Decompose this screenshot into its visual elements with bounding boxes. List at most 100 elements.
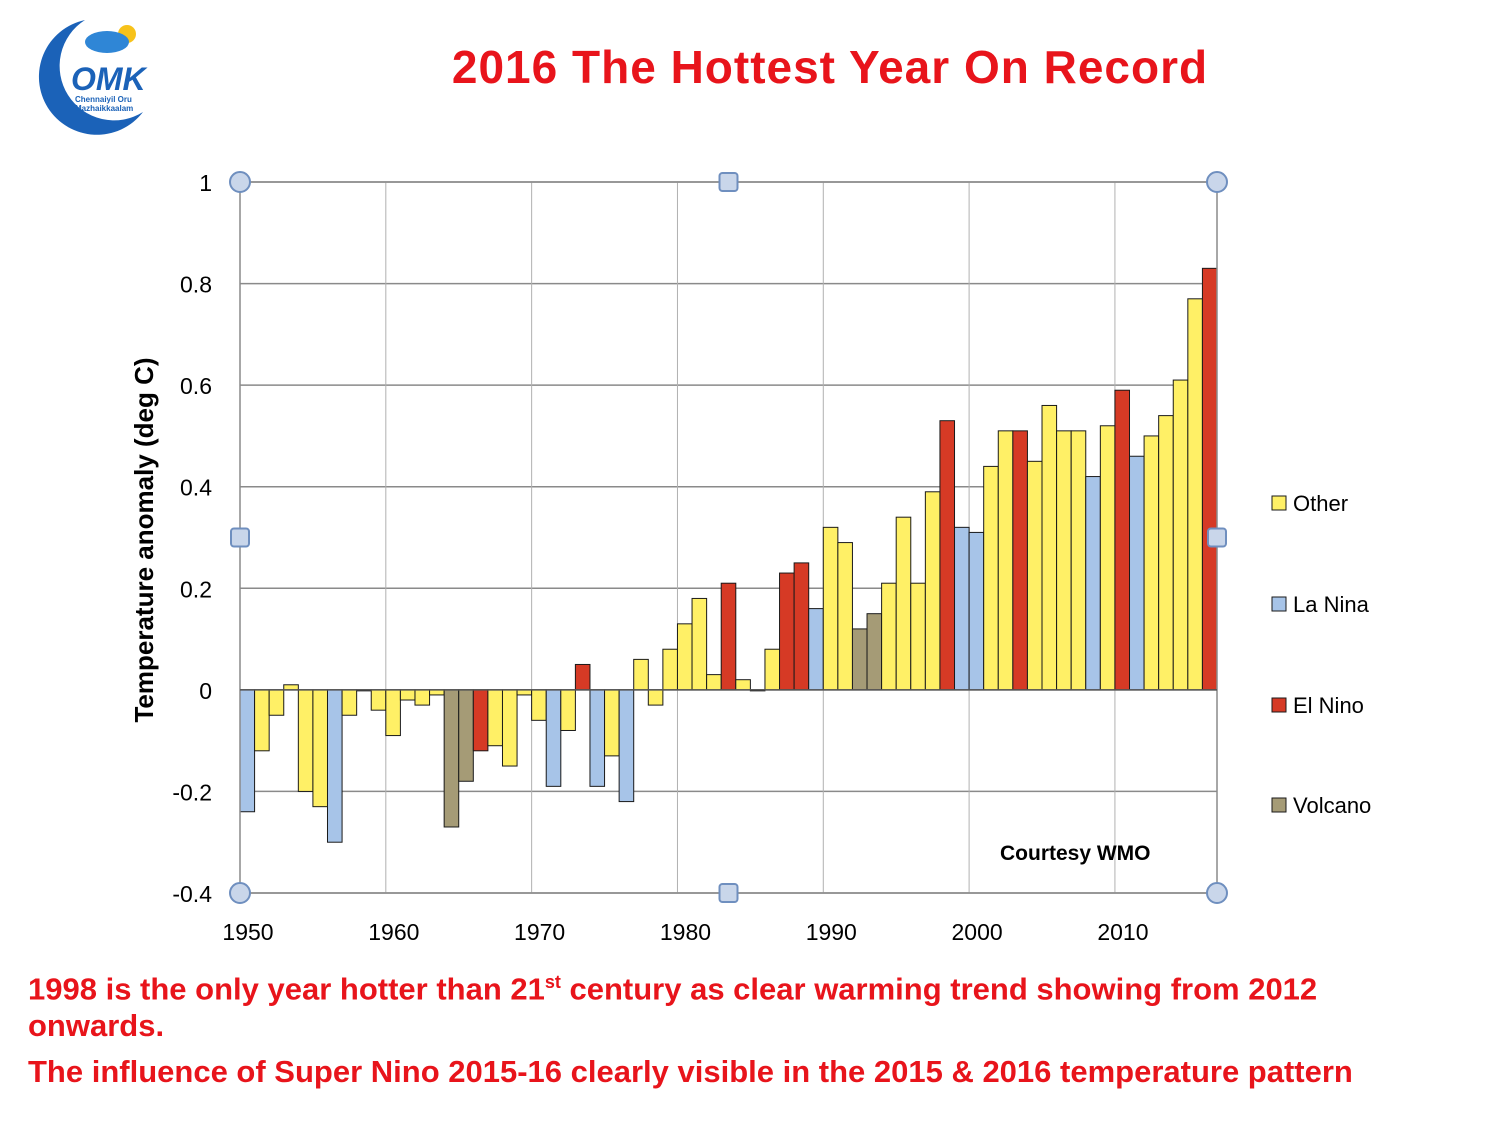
bar-2013 (1158, 415, 1174, 691)
bar-2009 (1099, 425, 1116, 691)
legend-label: El Nino (1293, 693, 1364, 718)
bar-2010 (1114, 389, 1131, 691)
bar-1966 (472, 689, 489, 752)
y-tick-label: -0.4 (172, 881, 212, 907)
x-tick-label: 1960 (368, 919, 419, 945)
legend-label: Other (1293, 491, 1348, 516)
x-tick-label: 1980 (660, 919, 711, 945)
caption-line-1-post: century as clear warming trend showing f… (560, 971, 1318, 1007)
bar-1986 (764, 648, 781, 691)
legend-swatch (1271, 797, 1287, 813)
bar-1990 (822, 526, 839, 691)
bar-2002 (997, 430, 1014, 691)
x-tick-label: 1950 (222, 919, 273, 945)
x-tick-label: 1970 (514, 919, 565, 945)
bar-1963 (429, 689, 445, 696)
corner-handle (229, 882, 251, 904)
bar-1972 (560, 689, 576, 731)
y-tick-label: 1 (199, 170, 212, 196)
bar-1950 (239, 689, 256, 813)
bar-1982 (706, 674, 722, 691)
bar-1955 (312, 689, 328, 808)
bar-1960 (385, 689, 401, 737)
bar-1976 (618, 689, 635, 803)
bar-1953 (283, 684, 299, 691)
caption-line-3: The influence of Super Nino 2015-16 clea… (28, 1054, 1353, 1089)
y-tick-label: 0.8 (180, 272, 212, 298)
bar-1951 (254, 689, 270, 752)
caption-line-2: onwards. (28, 1008, 165, 1043)
bar-1975 (604, 689, 620, 757)
edge-handle (718, 883, 739, 903)
bar-1971 (545, 689, 562, 787)
bar-1997 (924, 491, 941, 691)
bar-1983 (720, 582, 737, 691)
logo-subtext-2: Mazhaikkaalam (75, 104, 133, 113)
bar-1993 (866, 613, 883, 691)
bar-1954 (297, 689, 314, 792)
bar-1969 (516, 689, 533, 696)
bar-1970 (531, 689, 547, 721)
bar-1994 (881, 582, 897, 691)
omk-logo: OMK Chennaiyil Oru Mazhaikkaalam (38, 20, 149, 135)
bar-1996 (910, 582, 926, 691)
bar-1977 (633, 658, 649, 691)
corner-handle (229, 171, 251, 193)
cloud-icon (85, 31, 129, 53)
bar-2000 (968, 531, 985, 691)
selection-handles (229, 171, 1228, 904)
bar-1961 (399, 689, 416, 701)
crescent-shape (38, 20, 143, 135)
bar-1980 (676, 623, 693, 691)
courtesy-annotation: Courtesy WMO (1000, 842, 1151, 865)
bar-2015 (1187, 298, 1203, 691)
bar-1979 (662, 648, 678, 691)
x-tick-label: 2010 (1097, 919, 1148, 945)
edge-handle (718, 172, 739, 192)
temperature-anomaly-chart: 1 0.8 0.6 0.4 0.2 0 -0.2 -0.4 1950 1960 1970 1980 19… (129, 170, 1371, 945)
x-tick-label: 1990 (806, 919, 857, 945)
bar-1956 (326, 689, 343, 843)
x-tick-label: 2000 (952, 919, 1003, 945)
bar-1967 (487, 689, 503, 747)
bar-1973 (574, 663, 591, 691)
bar-1999 (954, 526, 970, 691)
bar-1974 (589, 689, 606, 787)
bar-2004 (1026, 460, 1043, 691)
legend: Other La Nina El Nino Volcano (1271, 491, 1371, 818)
bar-1987 (779, 572, 795, 691)
bar-1998 (939, 420, 956, 691)
bar-2011 (1129, 455, 1145, 691)
y-tick-label: 0 (199, 678, 212, 704)
caption-line-1-pre: 1998 is the only year hotter than 21 (28, 971, 545, 1007)
bar-2003 (1012, 430, 1028, 691)
caption-line-1: 1998 is the only year hotter than 21st c… (28, 960, 1468, 1011)
bar-1988 (793, 562, 810, 691)
bar-1978 (647, 689, 664, 706)
bar-1964 (443, 689, 460, 828)
bar-1959 (370, 689, 387, 711)
bar-1968 (501, 689, 518, 767)
bar-1957 (341, 689, 358, 716)
bar-2005 (1041, 404, 1058, 691)
caption-line-1-sup: st (544, 972, 561, 992)
legend-label: La Nina (1293, 592, 1370, 617)
bar-2007 (1070, 430, 1087, 691)
bar-2012 (1143, 435, 1160, 691)
bar-1992 (851, 628, 868, 691)
bar-2001 (983, 465, 999, 691)
bar-1965 (458, 689, 474, 782)
legend-swatch (1271, 596, 1287, 612)
logo-text: OMK (71, 61, 149, 97)
bar-1989 (808, 608, 824, 691)
corner-handle (1206, 171, 1228, 193)
bar-2006 (1056, 430, 1072, 691)
bar-2008 (1085, 476, 1101, 691)
y-tick-label: 0.2 (180, 576, 212, 602)
legend-swatch (1271, 495, 1287, 511)
y-tick-label: 0.4 (180, 475, 212, 501)
edge-handle (1207, 527, 1227, 548)
bar-1984 (735, 679, 751, 691)
y-axis-label: Temperature anomaly (deg C) (129, 357, 159, 722)
bar-2014 (1172, 379, 1189, 691)
